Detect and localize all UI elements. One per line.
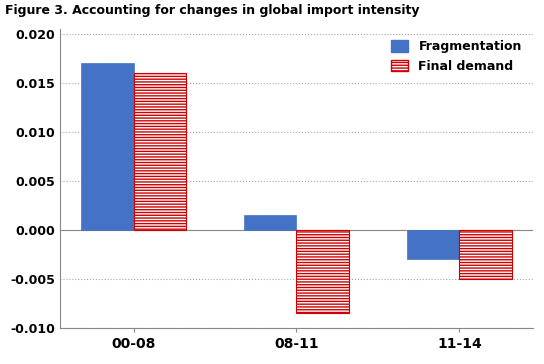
Bar xyxy=(82,63,133,230)
Bar xyxy=(296,230,349,313)
Bar xyxy=(460,230,511,279)
Bar xyxy=(407,230,460,259)
Bar xyxy=(133,73,186,230)
Legend: Fragmentation, Final demand: Fragmentation, Final demand xyxy=(386,35,527,78)
Text: Figure 3. Accounting for changes in global import intensity: Figure 3. Accounting for changes in glob… xyxy=(5,4,420,17)
Bar xyxy=(244,215,296,230)
